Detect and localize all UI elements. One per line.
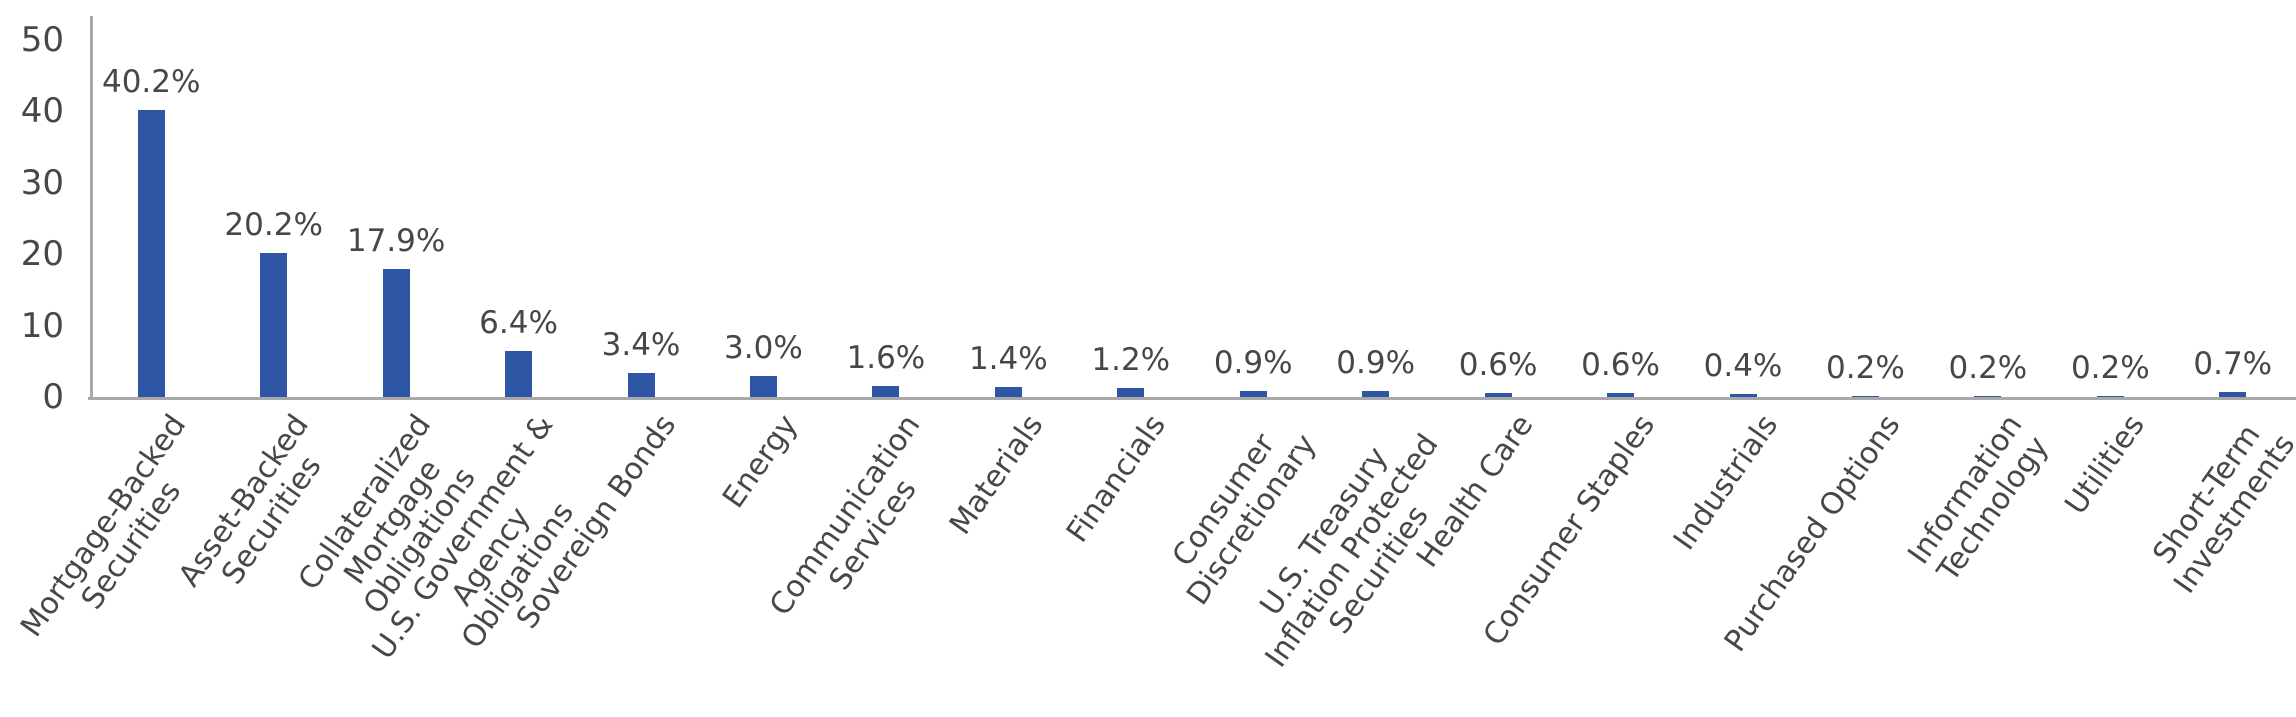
value-label-consumer-discretionary: 0.9% [1213, 344, 1293, 381]
x-label-energy: Energy [716, 408, 806, 515]
value-label-u-s-government-agency-obligations: 6.4% [479, 305, 558, 342]
value-label-asset-backed-securities: 20.2% [224, 206, 323, 243]
value-label-u-s-treasury-inflation-protected-securities: 0.9% [1336, 344, 1416, 381]
y-tick-30: 30 [20, 162, 64, 203]
bar-consumer-discretionary [1239, 390, 1267, 397]
y-axis-line [90, 16, 93, 400]
y-tick-20: 20 [20, 234, 64, 275]
value-label-collateralized-mortgage-obligations: 17.9% [346, 223, 446, 260]
x-label-utilities: Utilities [2058, 408, 2153, 522]
x-axis-line [88, 397, 2296, 400]
bar-purchased-options [1851, 395, 1879, 397]
bar-asset-backed-securities [260, 252, 288, 397]
value-label-information-technology: 0.2% [1948, 349, 2028, 386]
value-label-industrials: 0.4% [1703, 348, 1783, 385]
value-label-utilities: 0.2% [2070, 349, 2150, 386]
x-label-financials: Financials [1059, 408, 1173, 549]
bar-information-technology [1974, 395, 2002, 397]
x-label-short-term-investments: Short-Term Investments [2146, 418, 2296, 600]
bar-short-term-investments [2219, 392, 2247, 397]
x-label-mortgage-backed-securities: Mortgage-Backed Securities [13, 408, 194, 644]
bar-collateralized-mortgage-obligations [382, 269, 410, 397]
value-label-consumer-staples: 0.6% [1581, 346, 1660, 383]
value-label-energy: 3.0% [724, 329, 803, 366]
bar-u-s-government-agency-obligations [505, 351, 533, 397]
bar-industrials [1729, 394, 1757, 397]
y-tick-40: 40 [20, 91, 64, 132]
value-label-sovereign-bonds: 3.4% [601, 326, 681, 363]
bar-consumer-staples [1607, 392, 1635, 397]
bar-mortgage-backed-securities [137, 109, 165, 397]
value-label-materials: 1.4% [968, 341, 1048, 377]
value-label-short-term-investments: 0.7% [2193, 346, 2273, 382]
bar-materials [994, 387, 1022, 397]
bar-sovereign-bonds [627, 372, 655, 397]
y-tick-50: 50 [20, 20, 64, 60]
bar-communication-services [872, 385, 900, 397]
bar-health-care [1484, 392, 1512, 397]
bar-u-s-treasury-inflation-protected-securities [1362, 390, 1390, 397]
y-tick-0: 0 [42, 377, 64, 417]
value-label-health-care: 0.6% [1458, 346, 1538, 383]
x-label-materials: Materials [942, 408, 1051, 542]
x-label-information-technology: Information Technology [1901, 408, 2056, 588]
value-label-financials: 1.2% [1091, 342, 1171, 379]
x-label-industrials: Industrials [1666, 408, 1785, 557]
y-tick-10: 10 [20, 305, 64, 346]
value-label-mortgage-backed-securities: 40.2% [101, 63, 201, 100]
value-label-communication-services: 1.6% [846, 339, 926, 376]
value-label-purchased-options: 0.2% [1826, 349, 1905, 386]
bar-energy [749, 375, 777, 397]
bar-utilities [2096, 395, 2124, 397]
bar-financials [1117, 388, 1145, 397]
